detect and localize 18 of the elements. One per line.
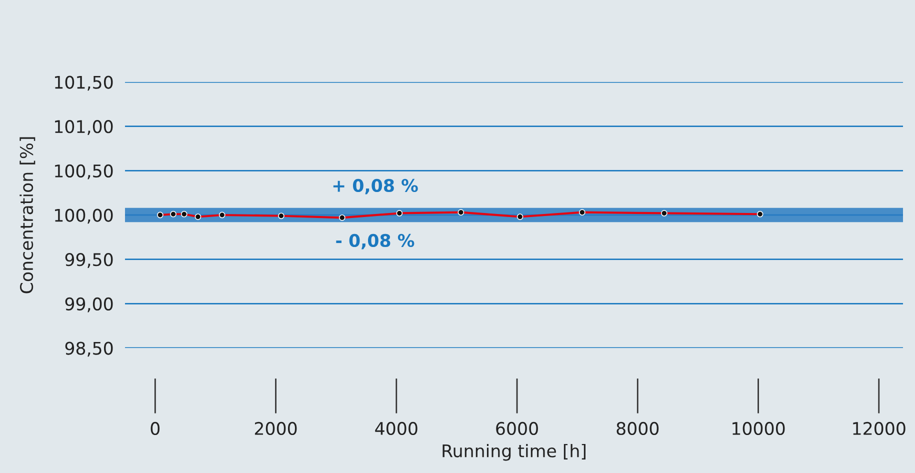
y-tick-label: 98,50 <box>65 342 113 357</box>
y-tick-label: 99,00 <box>65 297 113 312</box>
y-axis-title: Concentration [%] <box>20 137 36 294</box>
annotation: - 0,08 % <box>336 234 414 250</box>
x-tick-label: 0 <box>150 422 160 436</box>
x-tick-label: 4000 <box>375 422 418 436</box>
annotation: + 0,08 % <box>333 178 418 194</box>
x-tick-label: 2000 <box>254 422 297 436</box>
x-tick-label: 8000 <box>616 422 659 436</box>
y-tick-label: 101,50 <box>55 76 113 91</box>
y-tick-label: 101,00 <box>55 120 113 135</box>
y-tick-label: 100,50 <box>55 164 113 180</box>
x-tick-label: 10000 <box>732 422 785 436</box>
y-tick-label: 99,50 <box>65 253 113 268</box>
x-tick-label: 6000 <box>496 422 538 436</box>
x-axis-title: Running time [h] <box>442 444 586 461</box>
x-tick-label: 12000 <box>853 422 906 436</box>
y-tick-label: 100,00 <box>55 208 113 224</box>
